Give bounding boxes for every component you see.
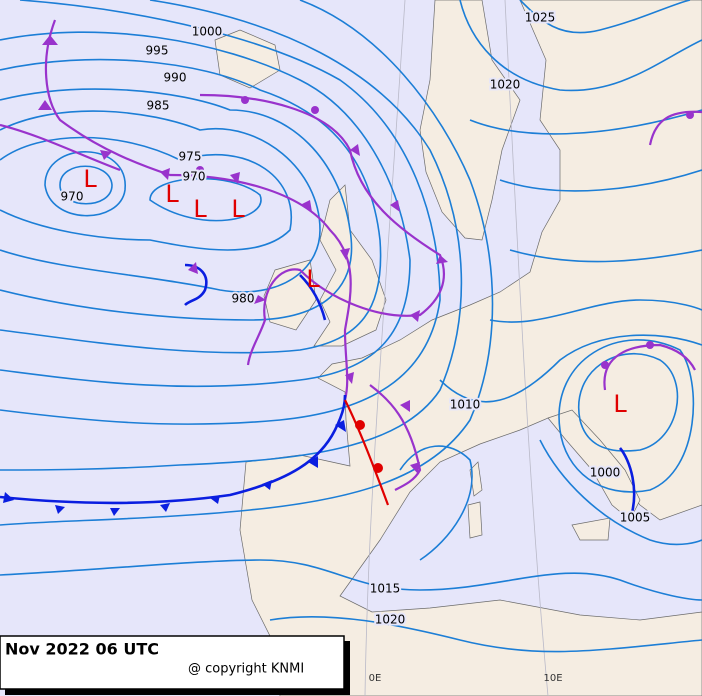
low-center: L	[306, 265, 320, 293]
copyright: @ copyright KNMI	[188, 662, 304, 677]
map-title: Nov 2022 06 UTC	[5, 640, 159, 659]
low-center: L	[231, 195, 245, 223]
isobar-label: 1015	[370, 582, 401, 596]
isobar-label: 970	[61, 190, 84, 204]
isobar-label: 1020	[375, 613, 406, 627]
low-markers: L L L L L L	[83, 165, 627, 418]
isobar-label: 985	[147, 99, 170, 113]
longitude-label: 0E	[369, 673, 382, 684]
low-center: L	[165, 180, 179, 208]
isobar-label: 1005	[620, 511, 651, 525]
fronts	[0, 19, 702, 521]
isobar-label: 1000	[590, 466, 621, 480]
isobar-label: 995	[146, 44, 169, 58]
longitude-label: 10E	[543, 673, 562, 684]
isobar-label: 1000	[192, 25, 223, 39]
isobar-label: 990	[164, 71, 187, 85]
isobar-label: 970	[183, 170, 206, 184]
isobar-label: 980	[232, 292, 255, 306]
isobar-label: 1010	[450, 398, 481, 412]
low-center: L	[83, 165, 97, 193]
caption-box	[0, 635, 345, 690]
meridian	[504, 0, 549, 696]
isobar-label: 1020	[490, 78, 521, 92]
meridian	[364, 0, 406, 696]
isobar-labels: 1000 995 990 985 975 970 970 980 1025 10…	[59, 9, 653, 629]
low-center: L	[193, 195, 207, 223]
low-center: L	[613, 390, 627, 418]
isobar-label: 1025	[525, 11, 556, 25]
isobar-label: 975	[179, 150, 202, 164]
